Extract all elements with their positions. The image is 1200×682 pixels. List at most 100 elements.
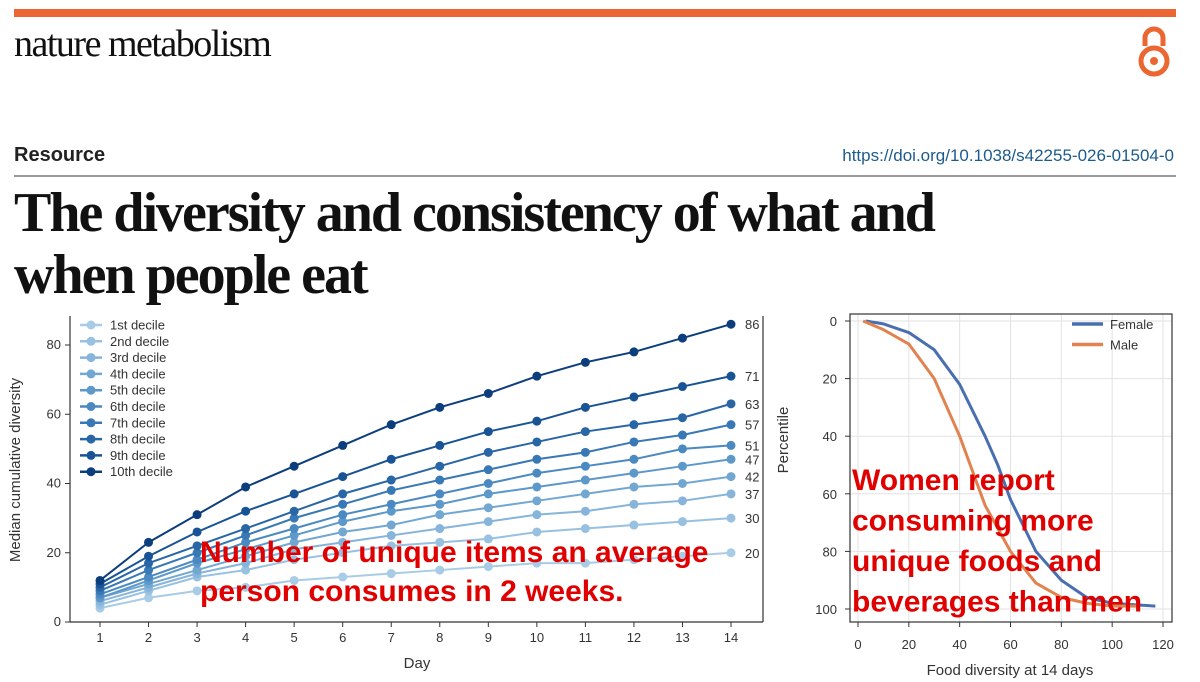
y-tick-label: 80: [823, 544, 837, 559]
data-point: [386, 569, 396, 579]
data-point: [338, 472, 348, 482]
title-line-2: when people eat: [14, 244, 369, 306]
data-point: [483, 489, 493, 499]
data-point: [435, 402, 445, 412]
data-point: [289, 530, 299, 540]
data-point: [338, 572, 348, 582]
doi-link[interactable]: https://doi.org/10.1038/s42255-026-01504…: [842, 146, 1174, 165]
data-point: [435, 537, 445, 547]
data-point: [677, 496, 687, 506]
data-point: [629, 520, 639, 530]
data-point: [241, 544, 251, 554]
data-point: [580, 402, 590, 412]
data-point: [386, 420, 396, 430]
end-value-label: 86: [745, 317, 759, 332]
data-point: [192, 586, 202, 596]
data-point: [629, 347, 639, 357]
data-point: [435, 499, 445, 509]
x-tick-label: 100: [1101, 637, 1123, 652]
data-point: [483, 562, 493, 572]
data-point: [192, 527, 202, 537]
legend-label: 1st decile: [110, 318, 165, 333]
data-point: [677, 444, 687, 454]
data-point: [338, 517, 348, 527]
y-axis-label: Median cumulative diversity: [7, 377, 24, 562]
article-title: The diversity and consistency of what an…: [14, 182, 1194, 306]
end-value-label: 20: [745, 546, 759, 561]
x-tick-label: 4: [242, 630, 249, 645]
data-point: [144, 572, 154, 582]
y-tick-label: 80: [47, 337, 61, 352]
data-point: [435, 489, 445, 499]
data-point: [144, 593, 154, 603]
data-point: [289, 513, 299, 523]
y-tick-label: 20: [823, 372, 837, 387]
y-axis-label: Percentile: [775, 407, 792, 474]
x-tick-label: 10: [530, 630, 544, 645]
data-point: [532, 454, 542, 464]
end-value-label: 30: [745, 511, 759, 526]
journal-accent-bar: [14, 9, 1176, 17]
data-point: [483, 479, 493, 488]
series-line-male: [862, 319, 1138, 608]
data-point: [483, 534, 493, 544]
journal-name: nature metabolism: [14, 23, 272, 65]
data-point: [483, 503, 493, 513]
data-point: [435, 565, 445, 575]
end-value-label: 42: [745, 470, 759, 485]
series-line-10: [99, 323, 732, 582]
data-point: [289, 544, 299, 554]
data-point: [289, 555, 299, 565]
legend-label: 9th decile: [110, 448, 166, 463]
x-tick-label: 6: [339, 630, 346, 645]
data-point: [726, 454, 736, 464]
series-line-female: [865, 319, 1156, 608]
data-point: [386, 541, 396, 551]
y-tick-label: 60: [47, 406, 61, 421]
legend-label: 7th decile: [110, 415, 166, 430]
legend-label: 10th decile: [110, 464, 173, 479]
data-point: [677, 413, 687, 423]
annotation-line-1: Number of unique items an average: [200, 536, 708, 569]
article-type: Resource: [14, 144, 106, 166]
data-point: [677, 461, 687, 471]
data-point: [532, 371, 542, 381]
x-tick-label: 120: [1152, 637, 1174, 652]
x-tick-label: 20: [902, 637, 916, 652]
legend-label: 6th decile: [110, 399, 166, 414]
annotation-line-3: unique foods and: [852, 545, 1102, 578]
data-point: [483, 388, 493, 398]
data-point: [532, 468, 542, 478]
end-value-label: 51: [745, 438, 759, 453]
data-point: [435, 524, 445, 534]
data-point: [726, 420, 736, 430]
data-point: [386, 485, 396, 495]
legend-label: 5th decile: [110, 383, 166, 398]
data-point: [386, 530, 396, 540]
data-point: [338, 537, 348, 547]
data-point: [629, 454, 639, 464]
legend-marker: [86, 467, 96, 477]
series-line-4: [99, 475, 732, 599]
x-tick-label: 12: [627, 630, 641, 645]
data-point: [192, 565, 202, 575]
data-point: [338, 548, 348, 558]
end-value-label: 37: [745, 487, 759, 502]
data-point: [580, 506, 590, 516]
series-line-2: [99, 517, 732, 606]
x-tick-label: 11: [579, 630, 593, 645]
legend-label: 8th decile: [110, 432, 166, 447]
data-point: [483, 517, 493, 527]
data-point: [580, 447, 590, 457]
data-point: [580, 427, 590, 437]
data-point: [726, 440, 736, 450]
y-tick-label: 40: [47, 476, 61, 491]
data-point: [580, 489, 590, 499]
data-point: [580, 357, 590, 367]
x-tick-label: 1: [96, 630, 103, 645]
data-point: [144, 551, 154, 561]
data-point: [677, 333, 687, 343]
y-tick-label: 20: [47, 545, 61, 560]
data-point: [338, 499, 348, 509]
